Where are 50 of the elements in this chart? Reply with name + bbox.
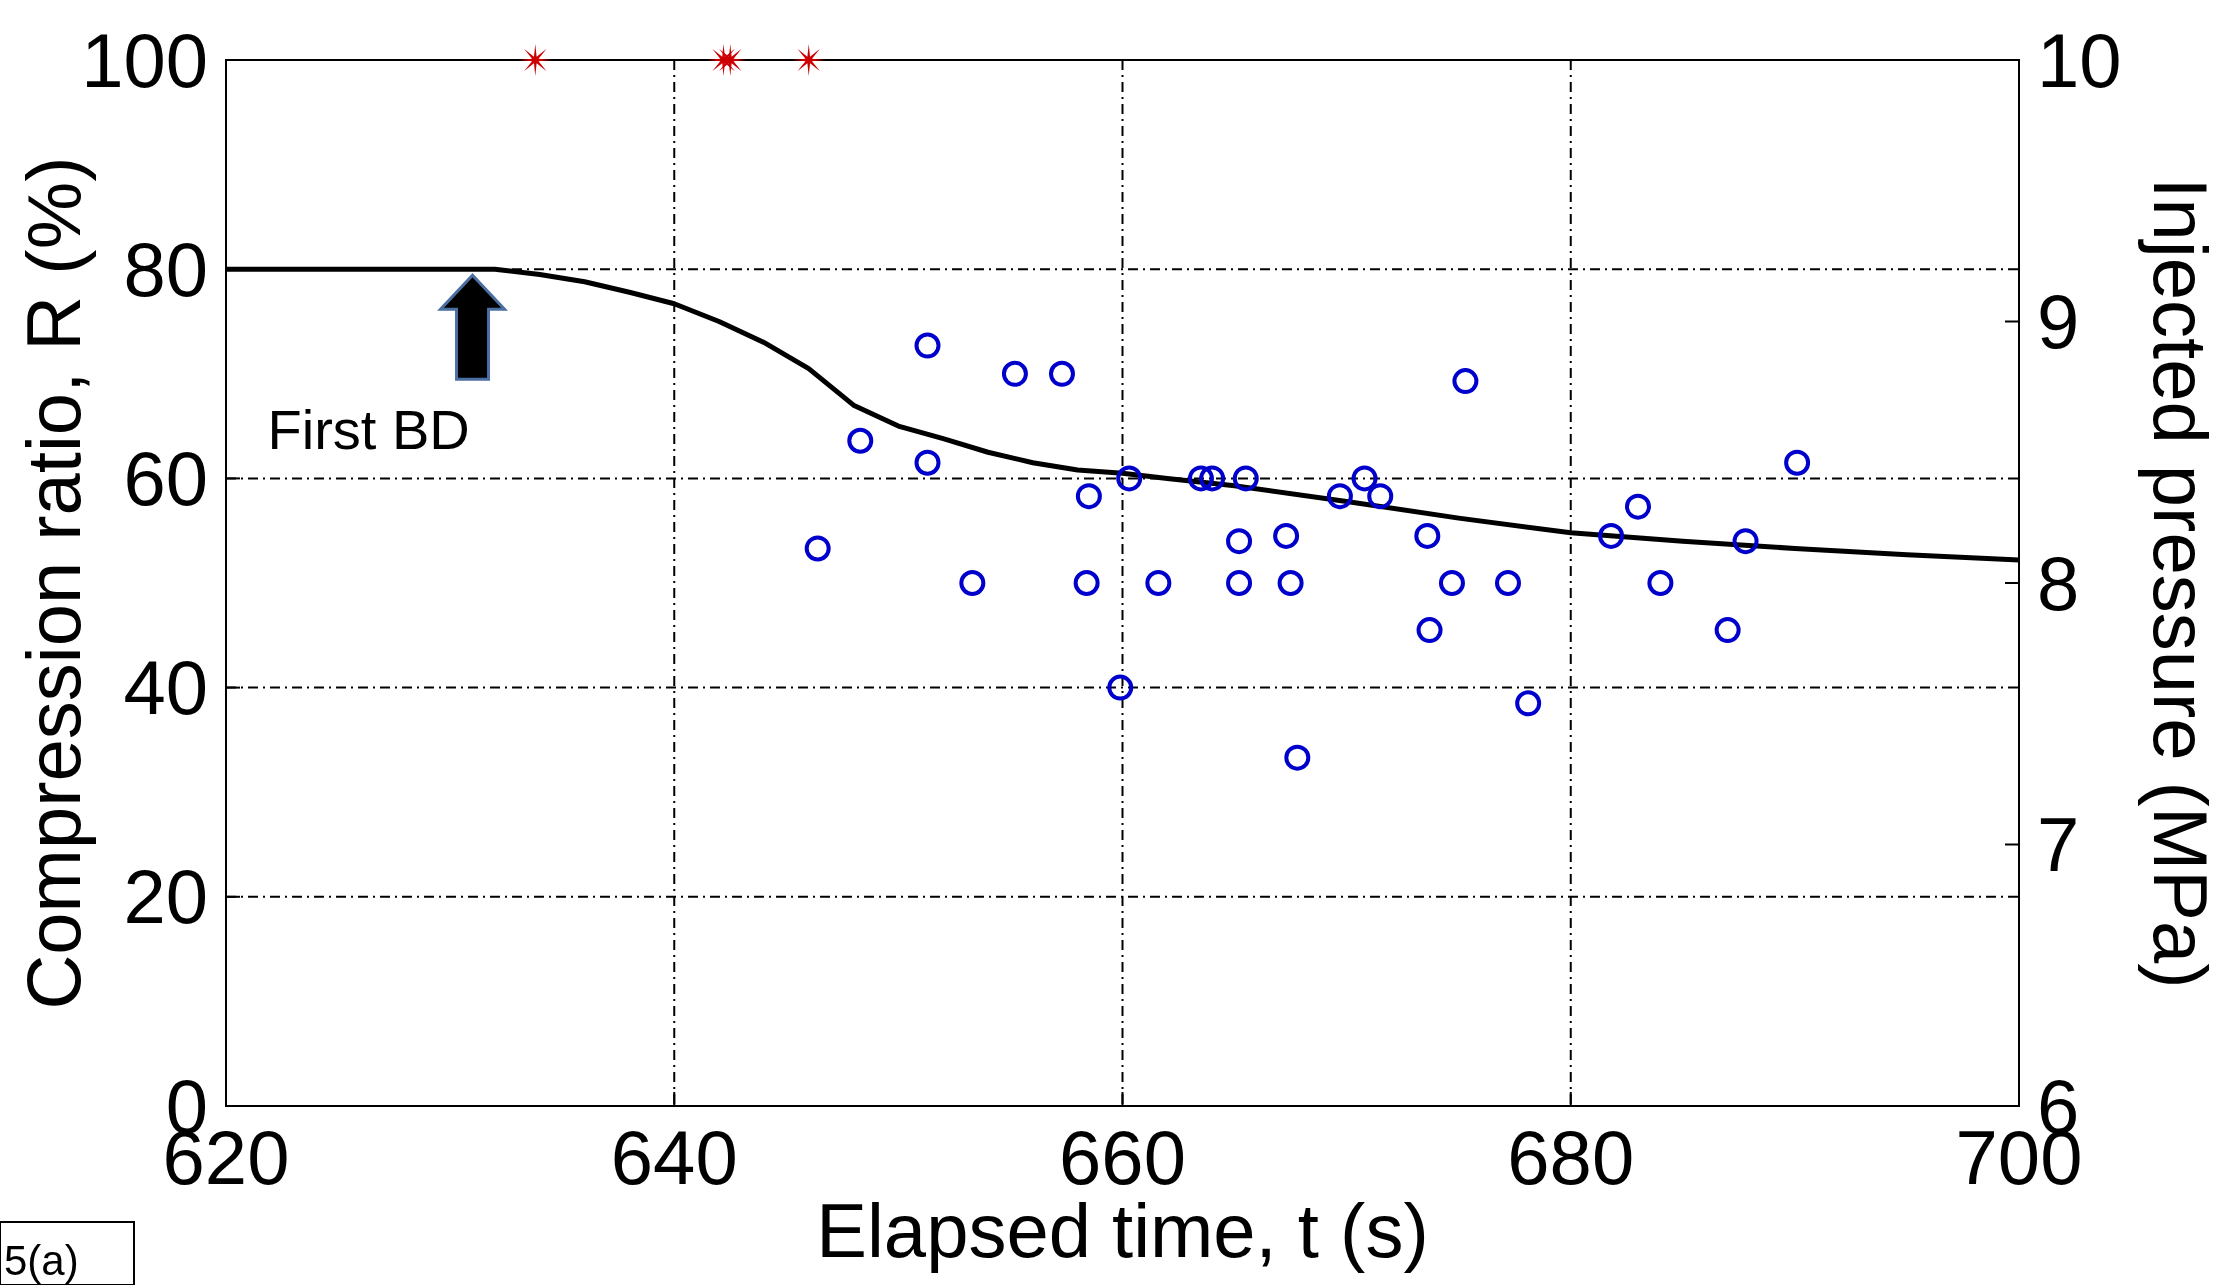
- point: [1416, 617, 1443, 644]
- point: [1048, 360, 1075, 387]
- point: [1414, 522, 1441, 549]
- point: [804, 535, 831, 562]
- point: [1199, 465, 1226, 492]
- y2-tick-label: 9: [2037, 279, 2080, 364]
- point: [1452, 368, 1479, 395]
- y-tick-label: 60: [123, 435, 208, 521]
- point: [914, 449, 941, 476]
- point: [1367, 483, 1394, 510]
- y-tick-label: 40: [123, 645, 208, 731]
- point: [1284, 744, 1311, 771]
- y2-tick-label: 7: [2037, 802, 2080, 887]
- y2-axis-title: Injected pressure (MPa): [2137, 177, 2223, 989]
- x-tick-label: 640: [610, 1115, 738, 1200]
- point: [1226, 528, 1253, 555]
- point: [1277, 570, 1304, 596]
- y-tick-label: 100: [81, 17, 208, 103]
- x-tick-label: 680: [1507, 1115, 1635, 1200]
- point: [914, 332, 941, 359]
- annotation: First BD: [267, 398, 470, 462]
- point: [1647, 570, 1674, 596]
- point: [1107, 674, 1134, 701]
- point: [1232, 465, 1259, 492]
- y2-tick-label: 8: [2037, 540, 2080, 626]
- point: [1273, 522, 1300, 549]
- point: [1714, 617, 1741, 644]
- point: [1438, 570, 1465, 596]
- point: [1732, 528, 1759, 555]
- point: [1075, 483, 1102, 510]
- point: [1326, 483, 1353, 510]
- y-tick-label: 80: [123, 226, 208, 312]
- point: [1624, 493, 1651, 520]
- point: [959, 570, 986, 596]
- point: [1116, 465, 1143, 492]
- point: [1001, 360, 1028, 387]
- y-tick-label: 20: [123, 854, 208, 940]
- point: [847, 427, 874, 454]
- point: [1598, 522, 1625, 549]
- point: [1187, 465, 1214, 492]
- point: [1784, 449, 1811, 476]
- text: 5(a): [4, 1237, 79, 1284]
- y2-tick-label: 10: [2037, 17, 2122, 103]
- point: [1494, 570, 1521, 596]
- point: [1226, 570, 1253, 596]
- point: [1145, 570, 1172, 596]
- point: [1073, 570, 1100, 596]
- y-axis-title: Compression ratio, R (%): [11, 156, 96, 1010]
- point: [1515, 690, 1542, 717]
- point: [1351, 465, 1378, 492]
